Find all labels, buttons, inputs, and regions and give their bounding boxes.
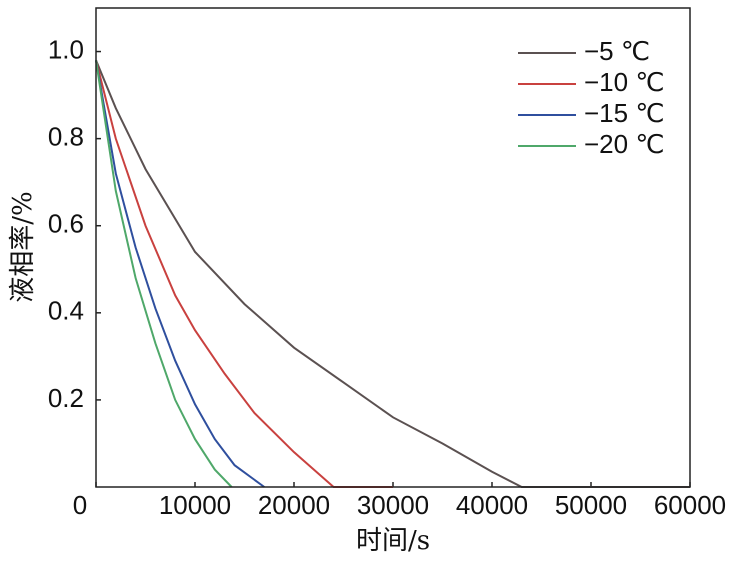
line (95, 60, 233, 488)
legend-label: −20 ℃ (584, 129, 665, 159)
x-tick-label: 0 (73, 490, 87, 520)
x-tick-label: 20000 (258, 490, 330, 520)
plot-frame (95, 7, 691, 488)
y-axis-label: 液相率/% (8, 191, 38, 302)
x-tick-label: 30000 (357, 490, 429, 520)
x-tick-label: 10000 (159, 490, 231, 520)
x-axis-label: 时间/s (356, 526, 430, 556)
line (95, 59, 690, 488)
line (95, 60, 265, 488)
legend-label: −15 ℃ (584, 98, 665, 128)
x-tick-label: 40000 (456, 490, 528, 520)
y-tick-label: 0.2 (48, 383, 84, 413)
y-tick-label: 0.4 (48, 296, 84, 326)
y-tick-label: 0.6 (48, 209, 84, 239)
line (95, 60, 393, 488)
legend-label: −5 ℃ (584, 36, 650, 66)
y-tick-label: 1.0 (48, 34, 84, 64)
x-tick-label: 60000 (654, 490, 726, 520)
y-tick-label: 0.8 (48, 122, 84, 152)
legend-label: −10 ℃ (584, 67, 665, 97)
x-tick-label: 50000 (555, 490, 627, 520)
